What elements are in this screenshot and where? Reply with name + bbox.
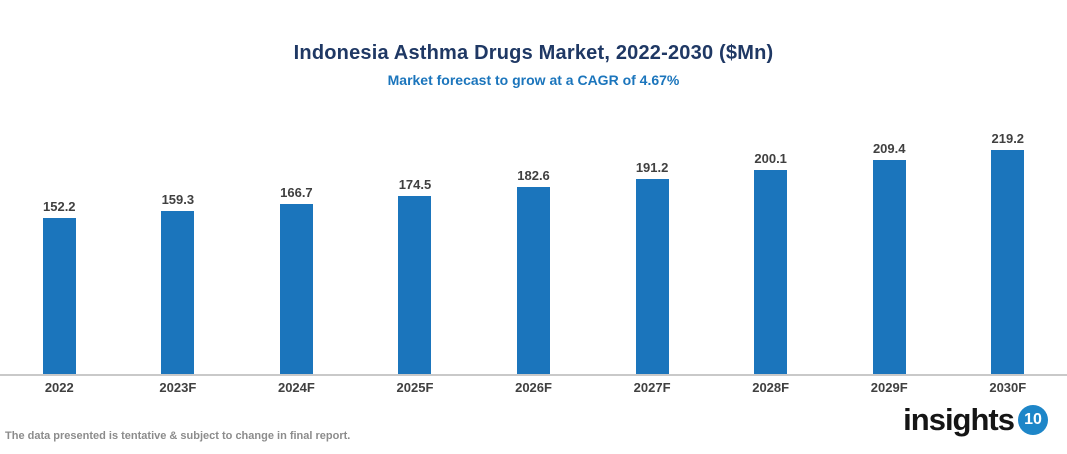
bar-2025F (398, 196, 432, 374)
bar-column-2027F: 191.2 (593, 124, 712, 374)
x-axis-label-2023F: 2023F (159, 380, 197, 395)
bar-column-2024F: 166.7 (237, 124, 356, 374)
bar-column-2022: 152.2 (0, 124, 119, 374)
x-axis-label-2026F: 2026F (515, 380, 552, 395)
bar-value-label: 191.2 (635, 160, 669, 175)
x-axis-line (0, 374, 1067, 376)
bar-value-label: 200.1 (754, 151, 787, 166)
bar-2029F (872, 160, 906, 374)
bar-2030F (991, 150, 1025, 374)
bar-value-label: 152.2 (43, 199, 76, 214)
bar-2026F (517, 187, 551, 374)
bar-2022 (42, 218, 76, 374)
bar-2024F (279, 204, 313, 374)
bar-column-2029F: 209.4 (830, 124, 949, 374)
bar-column-2030F: 219.2 (949, 124, 1067, 374)
chart-header: Indonesia Asthma Drugs Market, 2022-2030… (0, 42, 1067, 88)
chart-title: Indonesia Asthma Drugs Market, 2022-2030… (293, 42, 774, 64)
bar-2023F (161, 211, 195, 374)
x-axis-label-2024F: 2024F (277, 380, 315, 395)
x-axis-label-2030F: 2030F (989, 380, 1027, 395)
bar-value-label: 209.4 (872, 141, 906, 156)
disclaimer-text: The data presented is tentative & subjec… (5, 430, 351, 442)
bar-column-2023F: 159.3 (119, 124, 238, 374)
bar-column-2026F: 182.6 (474, 124, 593, 374)
x-axis-label-2028F: 2028F (752, 380, 790, 395)
bar-2028F (754, 170, 788, 374)
x-axis-label-2027F: 2027F (633, 380, 671, 395)
bar-value-label: 174.5 (398, 177, 432, 192)
bar-column-2028F: 200.1 (711, 124, 830, 374)
bar-value-label: 159.3 (161, 192, 195, 207)
chart-subtitle: Market forecast to grow at a CAGR of 4.6… (387, 72, 680, 88)
bar-value-label: 166.7 (280, 185, 313, 200)
x-axis-label-2029F: 2029F (870, 380, 908, 395)
insights10-logo: insights 10 (903, 404, 1048, 435)
bar-column-2025F: 174.5 (356, 124, 475, 374)
bar-value-label: 219.2 (991, 131, 1025, 146)
logo-wordmark: insights (903, 402, 1015, 437)
bar-value-label: 182.6 (517, 168, 550, 183)
x-axis-labels: 2022 2023F 2024F 2025F 2026F 2027F 2028F 2029F 2… (0, 380, 1067, 395)
plot-area: 152.2 159.3 166.7 174.5 182.6 191.2 200.1 209.4… (0, 124, 1067, 374)
bar-2027F (635, 179, 669, 374)
x-axis-label-2025F: 2025F (396, 380, 434, 395)
logo-badge: 10 (1018, 404, 1048, 435)
x-axis-label-2022: 2022 (44, 380, 74, 395)
